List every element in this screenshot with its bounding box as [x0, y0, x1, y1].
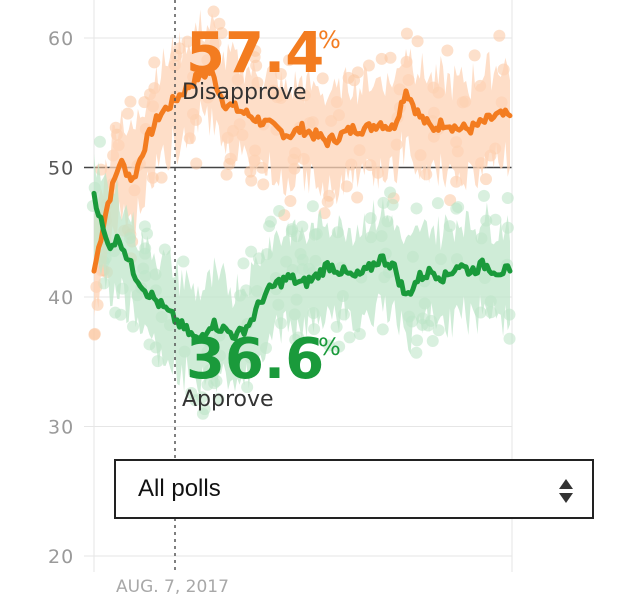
- approve-poll-dot: [273, 204, 286, 217]
- approve-poll-dot: [377, 196, 390, 209]
- disapprove-poll-dot: [245, 174, 258, 187]
- disapprove-band: [94, 9, 510, 318]
- approve-poll-dot: [411, 334, 424, 347]
- approve-poll-dot: [384, 186, 397, 199]
- approve-poll-dot: [386, 198, 399, 211]
- disapprove-poll-dot: [284, 195, 297, 208]
- approve-poll-dot: [127, 320, 140, 333]
- approve-poll-dot: [432, 324, 445, 337]
- approve-poll-dot: [308, 323, 321, 336]
- approve-poll-dot: [151, 355, 164, 368]
- disapprove-poll-dot: [148, 56, 161, 69]
- disapprove-poll-dot: [88, 327, 101, 340]
- approve-band: [94, 153, 510, 394]
- disapprove-label: Disapprove: [182, 80, 307, 105]
- y-tick-60: 60: [48, 28, 74, 50]
- disapprove-poll-dot: [444, 194, 457, 207]
- approve-label: Approve: [182, 387, 274, 412]
- disapprove-poll-dot: [207, 5, 220, 18]
- approve-line: [91, 190, 513, 342]
- approve-poll-dot: [333, 340, 346, 353]
- disapprove-poll-dot: [468, 49, 481, 62]
- disapprove-percent-sign: %: [318, 26, 341, 54]
- disapprove-poll-dot: [318, 207, 331, 220]
- poll-filter-value: All polls: [138, 475, 221, 502]
- approve-poll-dot: [376, 323, 389, 336]
- approve-poll-dot: [410, 346, 423, 359]
- poll-filter-select[interactable]: All polls: [114, 459, 594, 519]
- disapprove-poll-dot: [155, 171, 168, 184]
- x-axis-date-label: AUG. 7, 2017: [116, 577, 229, 597]
- y-tick-40: 40: [48, 287, 74, 309]
- disapprove-poll-dot: [257, 178, 270, 191]
- approve-poll-dot: [452, 201, 465, 214]
- disapprove-poll-dot: [316, 72, 329, 85]
- approve-poll-dot: [93, 135, 106, 148]
- approve-poll-dot: [431, 197, 444, 210]
- uncertainty-bands: [94, 9, 510, 394]
- approve-poll-dot: [323, 339, 336, 352]
- disapprove-poll-dot: [480, 173, 493, 186]
- approve-poll-dot: [343, 331, 356, 344]
- approve-poll-dot: [489, 213, 502, 226]
- disapprove-poll-dot: [384, 51, 397, 64]
- disapprove-poll-dot: [450, 175, 463, 188]
- trend-lines: [91, 68, 513, 342]
- select-arrows-icon: [559, 479, 573, 503]
- approve-poll-dot: [501, 192, 514, 205]
- approve-poll-dot: [426, 334, 439, 347]
- y-tick-50: 50: [48, 158, 74, 180]
- disapprove-poll-dot: [283, 54, 296, 67]
- disapprove-poll-dot: [375, 52, 388, 65]
- disapprove-line: [91, 68, 513, 274]
- y-tick-20: 20: [48, 546, 74, 568]
- approve-poll-dot: [410, 202, 423, 215]
- disapprove-poll-dot: [124, 95, 137, 108]
- approve-poll-dot: [237, 257, 250, 270]
- approve-percent-sign: %: [318, 333, 341, 361]
- disapprove-poll-dot: [215, 27, 228, 40]
- disapprove-poll-dot: [274, 68, 287, 81]
- disapprove-poll-dot: [400, 27, 413, 40]
- approve-poll-dot: [177, 255, 190, 268]
- disapprove-poll-dot: [411, 35, 424, 48]
- disapprove-poll-dot: [351, 191, 364, 204]
- approve-poll-dot: [306, 200, 319, 213]
- approve-poll-dot: [245, 245, 258, 258]
- approve-poll-dot: [212, 392, 225, 405]
- y-tick-30: 30: [48, 417, 74, 439]
- approve-poll-dot: [477, 189, 490, 202]
- approve-poll-dot: [296, 220, 309, 233]
- approve-poll-dot: [330, 320, 343, 333]
- approve-poll-dot: [138, 220, 151, 233]
- disapprove-poll-dot: [441, 44, 454, 57]
- approve-poll-dot: [196, 391, 209, 404]
- approve-poll-dot: [109, 306, 122, 319]
- disapprove-poll-dot: [220, 168, 233, 181]
- disapprove-poll-dot: [493, 29, 506, 42]
- disapprove-poll-dot: [213, 17, 226, 30]
- disapprove-poll-dot: [190, 157, 203, 170]
- approve-value: 36.6: [186, 327, 324, 392]
- approve-poll-dot: [263, 220, 276, 233]
- approve-poll-dot: [503, 332, 516, 345]
- y-axis-ticks: 20 30 40 50 60: [48, 28, 74, 568]
- approve-poll-dot: [196, 407, 209, 420]
- disapprove-poll-dot: [121, 107, 134, 120]
- disapprove-poll-dot: [248, 51, 261, 64]
- disapprove-value: 57.4: [186, 21, 324, 86]
